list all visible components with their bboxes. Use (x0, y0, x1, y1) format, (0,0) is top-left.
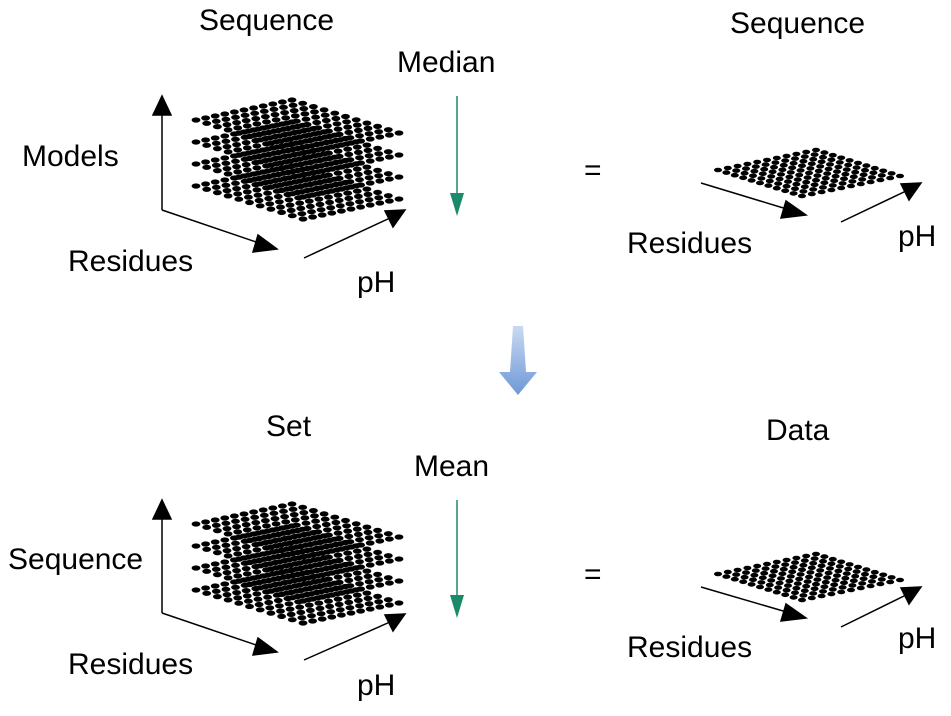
bottom-stack-axis-label: Sequence (8, 543, 144, 576)
top-layer-stack (191, 97, 404, 222)
bottom-result-x-label: Residues (627, 631, 753, 664)
bottom-layer-stack (191, 501, 404, 626)
bottom-mean-arrow (450, 500, 464, 618)
top-result-x-label: Residues (627, 227, 753, 260)
grid-layer (191, 141, 404, 200)
top-result-layer (714, 147, 904, 199)
result-grid-layer (714, 147, 904, 199)
bottom-right-title: Data (766, 414, 830, 447)
grid-layer (191, 567, 404, 626)
bottom-result-z-label: pH (898, 622, 937, 655)
top-equals-sign: = (584, 154, 602, 187)
top-result-z-label: pH (898, 220, 937, 253)
result-grid-layer (714, 551, 904, 603)
top-right-title: Sequence (730, 7, 866, 40)
top-stack-axis-label: Models (22, 140, 119, 173)
bottom-operation-label: Mean (414, 450, 490, 483)
bottom-z-axis-label: pH (357, 669, 396, 702)
top-median-arrow (450, 96, 464, 216)
top-operation-label: Median (397, 46, 496, 79)
top-result-axes (700, 182, 923, 223)
top-left-title: Sequence (199, 4, 335, 37)
bottom-x-axis-label: Residues (68, 648, 194, 681)
bottom-left-title: Set (266, 410, 312, 443)
bottom-equals-sign: = (584, 558, 602, 591)
bottom-result-axes (700, 586, 923, 628)
grid-layer (191, 163, 404, 222)
top-z-axis-label: pH (357, 266, 396, 299)
bottom-result-layer (714, 551, 904, 603)
bottom-stack-axes (151, 498, 407, 661)
top-x-axis-label: Residues (68, 245, 194, 278)
top-stack-axes (151, 94, 407, 259)
flow-down-arrow (499, 326, 537, 395)
